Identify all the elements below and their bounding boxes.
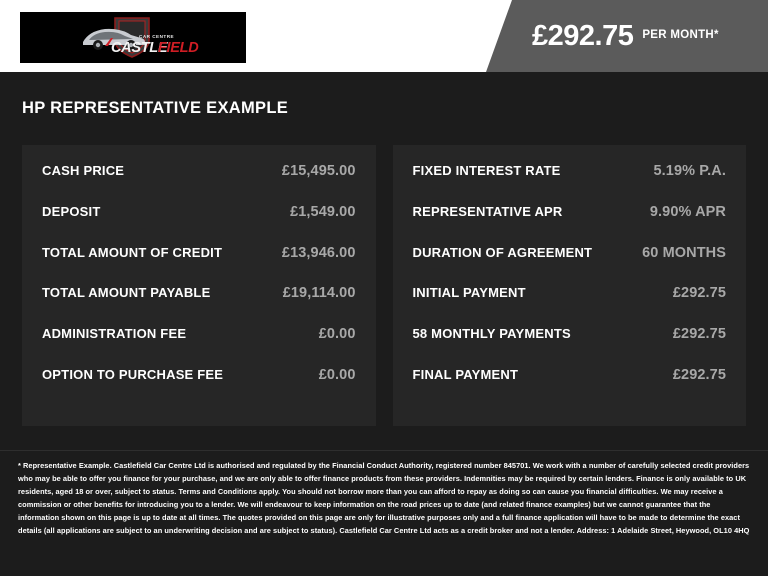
table-row: REPRESENTATIVE APR 9.90% APR bbox=[411, 204, 729, 245]
row-value: 9.90% APR bbox=[649, 203, 726, 220]
row-label: DURATION OF AGREEMENT bbox=[412, 244, 593, 260]
page-title: HP REPRESENTATIVE EXAMPLE bbox=[22, 99, 289, 117]
finance-details-panels: CASH PRICE £15,495.00 DEPOSIT £1,549.00 … bbox=[22, 145, 746, 426]
svg-text:CASTLE: CASTLE bbox=[111, 40, 169, 56]
row-label: CASH PRICE bbox=[42, 163, 125, 178]
row-value: £15,495.00 bbox=[281, 163, 356, 179]
castlefield-car-centre-logo-icon: CAR CENTRE CASTLE FIELD bbox=[83, 16, 200, 58]
monthly-price-banner: £292.75 PER MONTH* bbox=[486, 0, 768, 72]
table-row: DURATION OF AGREEMENT 60 MONTHS bbox=[411, 245, 729, 286]
row-value: £292.75 bbox=[672, 326, 726, 343]
right-details-panel: FIXED INTEREST RATE 5.19% P.A. REPRESENT… bbox=[392, 145, 746, 426]
monthly-price-suffix: PER MONTH* bbox=[642, 29, 719, 41]
row-value: £1,549.00 bbox=[290, 203, 356, 220]
row-label: TOTAL AMOUNT PAYABLE bbox=[42, 285, 211, 301]
row-value: £292.75 bbox=[672, 285, 726, 302]
row-label: INITIAL PAYMENT bbox=[412, 285, 526, 301]
monthly-price-amount: £292.75 bbox=[532, 19, 634, 52]
row-label: TOTAL AMOUNT OF CREDIT bbox=[42, 244, 223, 260]
row-value: £0.00 bbox=[318, 367, 356, 384]
table-row: INITIAL PAYMENT £292.75 bbox=[411, 285, 729, 326]
row-value: £0.00 bbox=[318, 326, 356, 343]
table-row: DEPOSIT £1,549.00 bbox=[40, 204, 358, 245]
table-row: FINAL PAYMENT £292.75 bbox=[411, 367, 729, 408]
row-value: 60 MONTHS bbox=[642, 244, 726, 261]
table-row: OPTION TO PURCHASE FEE £0.00 bbox=[40, 367, 358, 408]
row-value: £19,114.00 bbox=[282, 285, 356, 302]
row-label: FINAL PAYMENT bbox=[412, 367, 519, 383]
table-row: TOTAL AMOUNT OF CREDIT £13,946.00 bbox=[40, 245, 358, 286]
footer-divider bbox=[0, 450, 768, 451]
svg-text:FIELD: FIELD bbox=[158, 40, 199, 56]
svg-text:CAR CENTRE: CAR CENTRE bbox=[139, 34, 174, 39]
row-label: REPRESENTATIVE APR bbox=[412, 203, 563, 219]
footer-disclaimer: * Representative Example. Castlefield Ca… bbox=[18, 461, 750, 536]
table-row: TOTAL AMOUNT PAYABLE £19,114.00 bbox=[40, 285, 358, 326]
left-details-panel: CASH PRICE £15,495.00 DEPOSIT £1,549.00 … bbox=[22, 145, 376, 426]
row-value: 5.19% P.A. bbox=[653, 163, 726, 179]
row-value: £13,946.00 bbox=[281, 244, 356, 261]
row-label: 58 MONTHLY PAYMENTS bbox=[412, 326, 571, 342]
table-row: FIXED INTEREST RATE 5.19% P.A. bbox=[411, 163, 729, 204]
table-row: ADMINISTRATION FEE £0.00 bbox=[40, 326, 358, 367]
row-value: £292.75 bbox=[672, 367, 726, 384]
table-row: CASH PRICE £15,495.00 bbox=[40, 163, 358, 204]
dealer-logo[interactable]: CAR CENTRE CASTLE FIELD bbox=[20, 12, 246, 63]
row-label: DEPOSIT bbox=[42, 203, 101, 219]
row-label: FIXED INTEREST RATE bbox=[412, 163, 561, 178]
page-header: CAR CENTRE CASTLE FIELD £292.75 PER MONT… bbox=[0, 0, 768, 72]
table-row: 58 MONTHLY PAYMENTS £292.75 bbox=[411, 326, 729, 367]
row-label: ADMINISTRATION FEE bbox=[42, 326, 187, 342]
row-label: OPTION TO PURCHASE FEE bbox=[42, 367, 224, 383]
